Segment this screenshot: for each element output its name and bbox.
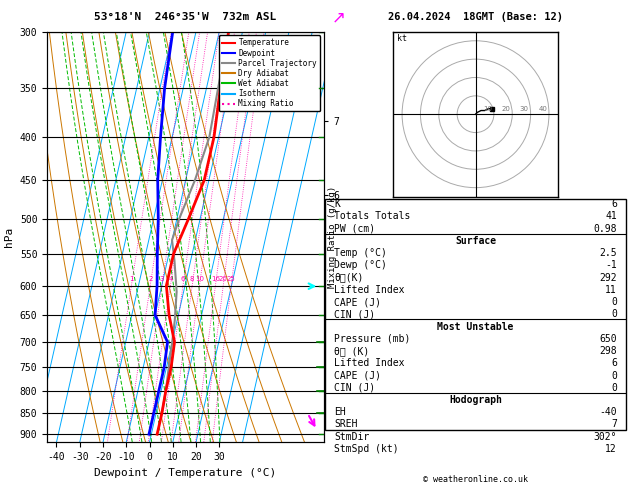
Text: StmSpd (kt): StmSpd (kt) bbox=[334, 444, 399, 454]
Text: 6: 6 bbox=[611, 358, 617, 368]
Text: 2.5: 2.5 bbox=[599, 248, 617, 258]
Text: -40: -40 bbox=[599, 407, 617, 417]
Text: 302°: 302° bbox=[593, 432, 617, 442]
X-axis label: Dewpoint / Temperature (°C): Dewpoint / Temperature (°C) bbox=[94, 468, 277, 478]
Text: StmDir: StmDir bbox=[334, 432, 369, 442]
Text: 0: 0 bbox=[611, 297, 617, 307]
Text: 10: 10 bbox=[195, 277, 204, 282]
Text: 1: 1 bbox=[129, 277, 133, 282]
Text: Pressure (mb): Pressure (mb) bbox=[334, 334, 411, 344]
Text: 12: 12 bbox=[605, 444, 617, 454]
Text: 2: 2 bbox=[148, 277, 152, 282]
Text: -1: -1 bbox=[605, 260, 617, 270]
Text: CAPE (J): CAPE (J) bbox=[334, 297, 381, 307]
Text: 0: 0 bbox=[611, 370, 617, 381]
Text: 16: 16 bbox=[211, 277, 220, 282]
Text: Totals Totals: Totals Totals bbox=[334, 211, 411, 222]
Text: 6: 6 bbox=[181, 277, 185, 282]
Text: 0.98: 0.98 bbox=[593, 224, 617, 234]
Text: 11: 11 bbox=[605, 285, 617, 295]
Text: Lifted Index: Lifted Index bbox=[334, 358, 404, 368]
Text: 8: 8 bbox=[190, 277, 194, 282]
Text: Temp (°C): Temp (°C) bbox=[334, 248, 387, 258]
Text: Mixing Ratio (g/kg): Mixing Ratio (g/kg) bbox=[328, 186, 337, 288]
Text: θᴇ(K): θᴇ(K) bbox=[334, 273, 364, 283]
FancyBboxPatch shape bbox=[325, 199, 626, 430]
Text: 0: 0 bbox=[611, 383, 617, 393]
Text: 298: 298 bbox=[599, 346, 617, 356]
Text: 26.04.2024  18GMT (Base: 12): 26.04.2024 18GMT (Base: 12) bbox=[388, 12, 563, 22]
Text: 53°18'N  246°35'W  732m ASL: 53°18'N 246°35'W 732m ASL bbox=[94, 12, 277, 22]
Text: 40: 40 bbox=[538, 105, 547, 112]
Text: Surface: Surface bbox=[455, 236, 496, 246]
Text: 0: 0 bbox=[611, 310, 617, 319]
Text: θᴇ (K): θᴇ (K) bbox=[334, 346, 369, 356]
Text: EH: EH bbox=[334, 407, 346, 417]
Text: 6: 6 bbox=[611, 199, 617, 209]
Text: 650: 650 bbox=[599, 334, 617, 344]
Text: 20: 20 bbox=[219, 277, 228, 282]
Text: Hodograph: Hodograph bbox=[449, 395, 502, 405]
Text: CIN (J): CIN (J) bbox=[334, 383, 376, 393]
Text: 30: 30 bbox=[520, 105, 529, 112]
Text: 292: 292 bbox=[599, 273, 617, 283]
Text: 3: 3 bbox=[160, 277, 164, 282]
Y-axis label: km
ASL: km ASL bbox=[347, 227, 364, 246]
Legend: Temperature, Dewpoint, Parcel Trajectory, Dry Adiabat, Wet Adiabat, Isotherm, Mi: Temperature, Dewpoint, Parcel Trajectory… bbox=[218, 35, 320, 111]
Y-axis label: hPa: hPa bbox=[4, 227, 14, 247]
Text: CAPE (J): CAPE (J) bbox=[334, 370, 381, 381]
Text: LCL: LCL bbox=[330, 416, 345, 425]
Text: © weatheronline.co.uk: © weatheronline.co.uk bbox=[423, 474, 528, 484]
Text: PW (cm): PW (cm) bbox=[334, 224, 376, 234]
Text: 7: 7 bbox=[611, 419, 617, 430]
Text: ↗: ↗ bbox=[331, 9, 345, 27]
Text: Lifted Index: Lifted Index bbox=[334, 285, 404, 295]
Text: 10: 10 bbox=[483, 105, 492, 112]
Text: Dewp (°C): Dewp (°C) bbox=[334, 260, 387, 270]
Text: 25: 25 bbox=[227, 277, 236, 282]
Text: 4: 4 bbox=[168, 277, 172, 282]
Text: Most Unstable: Most Unstable bbox=[437, 322, 514, 331]
Text: K: K bbox=[334, 199, 340, 209]
Text: 20: 20 bbox=[501, 105, 510, 112]
Text: kt: kt bbox=[396, 34, 406, 43]
Text: SREH: SREH bbox=[334, 419, 358, 430]
Text: 41: 41 bbox=[605, 211, 617, 222]
Text: CIN (J): CIN (J) bbox=[334, 310, 376, 319]
